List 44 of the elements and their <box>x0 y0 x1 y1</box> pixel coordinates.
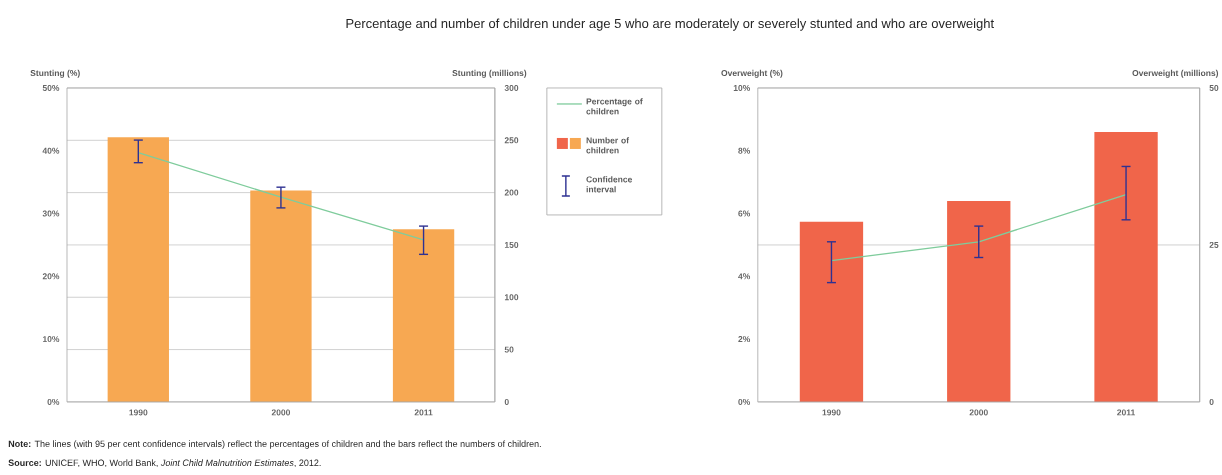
y-tick-label: 40% <box>42 147 60 154</box>
y2-tick-label: 150 <box>504 242 519 248</box>
text: Source: UNICEF, WHO, World Bank, Joint Child Malnutrition Estimates, 2012. <box>8 459 321 468</box>
text: Note: The lines (with 95 per cent confidence intervals) reflect the percentages of children and the bars reflect the numbers of children. <box>8 440 541 449</box>
y2-tick-label: 300 <box>504 85 519 92</box>
y-axis-title: Overweight (%) <box>721 69 783 78</box>
y2-tick-label: 100 <box>504 294 519 301</box>
y-axis-title: Stunting (%) <box>30 69 80 78</box>
x-tick-label: 2011 <box>1117 409 1136 416</box>
y-tick-label: 6% <box>738 210 751 217</box>
y-tick-label: 0% <box>738 398 751 405</box>
legend-label: Percentage of children <box>586 98 643 115</box>
y2-tick-label: 250 <box>504 137 519 144</box>
bar <box>392 229 455 402</box>
y-tick-label: 4% <box>738 273 751 280</box>
y-tick-label: 10% <box>733 85 751 92</box>
y-tick-label: 0% <box>47 398 60 405</box>
y2-axis-title: Overweight (millions) <box>1132 69 1219 78</box>
y-tick-label: 50% <box>42 85 60 92</box>
y2-tick-label: 50 <box>504 346 514 353</box>
x-tick-label: 1990 <box>822 409 841 416</box>
text: Confidence interval <box>586 176 633 193</box>
y2-axis-title: Stunting (millions) <box>452 69 527 78</box>
x-tick-label: 2000 <box>271 409 291 416</box>
x-tick-label: 1990 <box>129 409 148 416</box>
x-tick-label: 2000 <box>969 409 988 416</box>
y-tick-label: 10% <box>42 336 60 343</box>
y2-tick-label: 0 <box>1209 398 1214 405</box>
y-tick-label: 2% <box>738 336 751 343</box>
y2-tick-label: 0 <box>504 398 509 405</box>
bar <box>947 201 1011 402</box>
x-tick-label: 2011 <box>414 409 433 416</box>
y-tick-label: 30% <box>42 210 60 217</box>
bar <box>107 137 169 402</box>
y-tick-label: 8% <box>738 147 751 154</box>
y2-tick-label: 50 <box>1209 85 1219 92</box>
bar <box>799 221 864 402</box>
bar <box>1094 131 1158 402</box>
y2-tick-label: 25 <box>1209 242 1219 248</box>
y-tick-label: 20% <box>42 273 60 280</box>
bar <box>250 190 312 402</box>
legend-label: Number of children <box>586 137 630 154</box>
y2-tick-label: 200 <box>504 189 519 196</box>
text: Percentage and number of children under age 5 who are moderately or severely stunted and who are overweight <box>346 18 994 31</box>
